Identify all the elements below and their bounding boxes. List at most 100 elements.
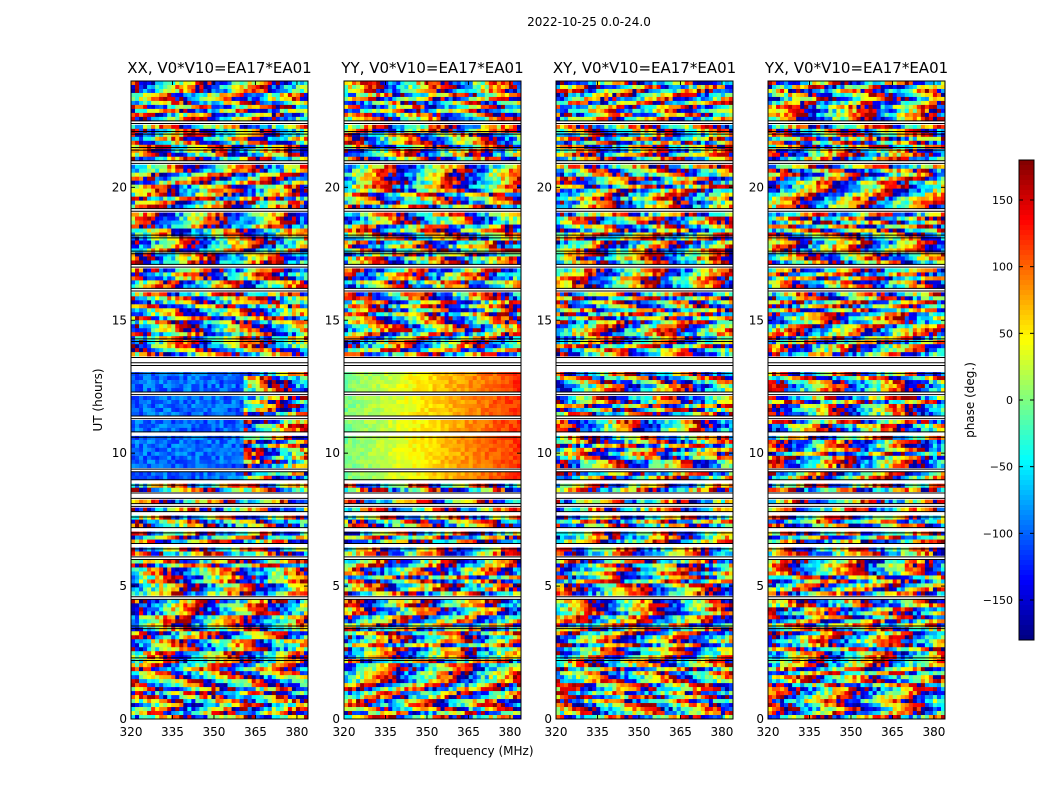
colorbar-segment (1019, 165, 1034, 171)
y-tick-label: 5 (544, 579, 552, 593)
x-tick-label: 350 (628, 725, 651, 739)
colorbar-segment (1019, 555, 1034, 561)
y-tick-label: 5 (119, 579, 127, 593)
colorbar-label: phase (deg.) (963, 362, 977, 438)
x-tick-label: 380 (498, 725, 521, 739)
colorbar-segment (1019, 315, 1034, 321)
x-tick-label: 320 (545, 725, 568, 739)
colorbar-tick-label: −50 (990, 461, 1013, 474)
colorbar-segment (1019, 590, 1034, 596)
colorbar-segment (1019, 215, 1034, 221)
colorbar-segment (1019, 370, 1034, 376)
panels: XX, V0*V10=EA17*EA01 320 335 350 365 380 0 5 10 1… (112, 59, 948, 739)
colorbar-segment (1019, 240, 1034, 246)
colorbar-segment (1019, 265, 1034, 271)
colorbar-tick-label: −100 (983, 527, 1013, 540)
colorbar-segment (1019, 385, 1034, 391)
colorbar-segment (1019, 550, 1034, 556)
colorbar-segment (1019, 410, 1034, 416)
colorbar-segment (1019, 225, 1034, 231)
x-tick-label: 380 (285, 725, 308, 739)
colorbar-segment (1019, 430, 1034, 436)
phase-heatmap (131, 81, 309, 720)
colorbar-segment (1019, 470, 1034, 476)
colorbar-segment (1019, 245, 1034, 251)
x-tick-label: 335 (374, 725, 397, 739)
colorbar-segment (1019, 235, 1034, 241)
colorbar-segment (1019, 295, 1034, 301)
x-tick-label: 335 (798, 725, 821, 739)
x-tick-label: 350 (416, 725, 439, 739)
y-tick-label: 10 (749, 446, 764, 460)
colorbar-segment (1019, 330, 1034, 336)
plot-frame (555, 80, 734, 720)
x-tick-label: 350 (203, 725, 226, 739)
x-tick-label: 365 (457, 725, 480, 739)
colorbar-segment (1019, 345, 1034, 351)
colorbar-segment (1019, 530, 1034, 536)
colorbar-segment (1019, 290, 1034, 296)
colorbar-segment (1019, 360, 1034, 366)
colorbar-segment (1019, 495, 1034, 501)
colorbar-segment (1019, 420, 1034, 426)
phase-heatmap (556, 81, 734, 720)
colorbar-tick-label: 150 (992, 194, 1013, 207)
x-tick-label: 380 (922, 725, 945, 739)
colorbar-segment (1019, 350, 1034, 356)
colorbar-segment (1019, 615, 1034, 621)
x-tick-label: 365 (669, 725, 692, 739)
colorbar-tick-label: 100 (992, 261, 1013, 274)
colorbar-segment (1019, 270, 1034, 276)
y-axis-label: UT (hours) (91, 368, 105, 431)
x-tick-label: 365 (881, 725, 904, 739)
colorbar-segment (1019, 435, 1034, 441)
y-tick-label: 20 (325, 180, 340, 194)
colorbar-segment (1019, 220, 1034, 226)
colorbar-segment (1019, 160, 1034, 166)
colorbar-segment (1019, 560, 1034, 566)
x-tick-label: 320 (757, 725, 780, 739)
colorbar-segment (1019, 450, 1034, 456)
x-tick-label: 335 (161, 725, 184, 739)
colorbar-segment (1019, 635, 1034, 641)
colorbar-segment (1019, 455, 1034, 461)
colorbar-segment (1019, 475, 1034, 481)
colorbar-segment (1019, 565, 1034, 571)
colorbar: 150 100 50 0 −50 −100 −150 (983, 159, 1035, 641)
colorbar-segment (1019, 325, 1034, 331)
colorbar-segment (1019, 310, 1034, 316)
colorbar-segment (1019, 230, 1034, 236)
colorbar-segment (1019, 425, 1034, 431)
x-tick-label: 335 (586, 725, 609, 739)
colorbar-tick-label: −150 (983, 594, 1013, 607)
colorbar-segment (1019, 320, 1034, 326)
x-tick-label: 365 (244, 725, 267, 739)
colorbar-segment (1019, 600, 1034, 606)
colorbar-segment (1019, 380, 1034, 386)
colorbar-segment (1019, 175, 1034, 181)
colorbar-segment (1019, 595, 1034, 601)
colorbar-segment (1019, 625, 1034, 631)
colorbar-segment (1019, 275, 1034, 281)
colorbar-segment (1019, 500, 1034, 506)
colorbar-segment (1019, 570, 1034, 576)
y-tick-label: 0 (332, 712, 340, 726)
colorbar-segment (1019, 605, 1034, 611)
colorbar-segment (1019, 465, 1034, 471)
panel-3: YX, V0*V10=EA17*EA01 320 335 350 365 380 0 5 10 1… (749, 59, 948, 739)
colorbar-segment (1019, 440, 1034, 446)
phase-heatmap (768, 81, 946, 720)
colorbar-segment (1019, 190, 1034, 196)
colorbar-segment (1019, 505, 1034, 511)
y-tick-label: 15 (112, 313, 127, 327)
colorbar-segment (1019, 510, 1034, 516)
colorbar-segment (1019, 260, 1034, 266)
x-tick-label: 380 (710, 725, 733, 739)
y-tick-label: 20 (749, 180, 764, 194)
colorbar-segment (1019, 305, 1034, 311)
colorbar-segment (1019, 185, 1034, 191)
colorbar-segment (1019, 300, 1034, 306)
colorbar-segment (1019, 585, 1034, 591)
y-tick-label: 10 (112, 446, 127, 460)
colorbar-segment (1019, 210, 1034, 216)
